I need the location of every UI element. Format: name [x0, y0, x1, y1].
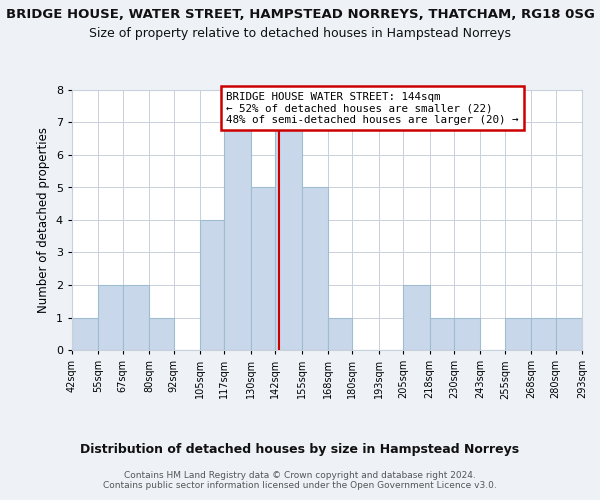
Bar — [98, 285, 123, 350]
Bar — [403, 285, 430, 350]
Bar — [454, 318, 481, 350]
Bar — [123, 285, 149, 350]
Bar — [72, 318, 98, 350]
Text: Distribution of detached houses by size in Hampstead Norreys: Distribution of detached houses by size … — [80, 442, 520, 456]
Bar — [275, 122, 302, 350]
Text: BRIDGE HOUSE WATER STREET: 144sqm
← 52% of detached houses are smaller (22)
48% : BRIDGE HOUSE WATER STREET: 144sqm ← 52% … — [226, 92, 519, 125]
Text: Size of property relative to detached houses in Hampstead Norreys: Size of property relative to detached ho… — [89, 28, 511, 40]
Bar — [505, 318, 531, 350]
Bar — [328, 318, 352, 350]
Bar — [200, 220, 224, 350]
Bar — [302, 188, 328, 350]
Bar — [149, 318, 173, 350]
Bar — [251, 188, 275, 350]
Bar — [430, 318, 454, 350]
Bar — [531, 318, 556, 350]
Text: Contains HM Land Registry data © Crown copyright and database right 2024.
Contai: Contains HM Land Registry data © Crown c… — [103, 470, 497, 490]
Bar — [224, 122, 251, 350]
Text: BRIDGE HOUSE, WATER STREET, HAMPSTEAD NORREYS, THATCHAM, RG18 0SG: BRIDGE HOUSE, WATER STREET, HAMPSTEAD NO… — [5, 8, 595, 20]
Bar — [556, 318, 582, 350]
Y-axis label: Number of detached properties: Number of detached properties — [37, 127, 50, 313]
